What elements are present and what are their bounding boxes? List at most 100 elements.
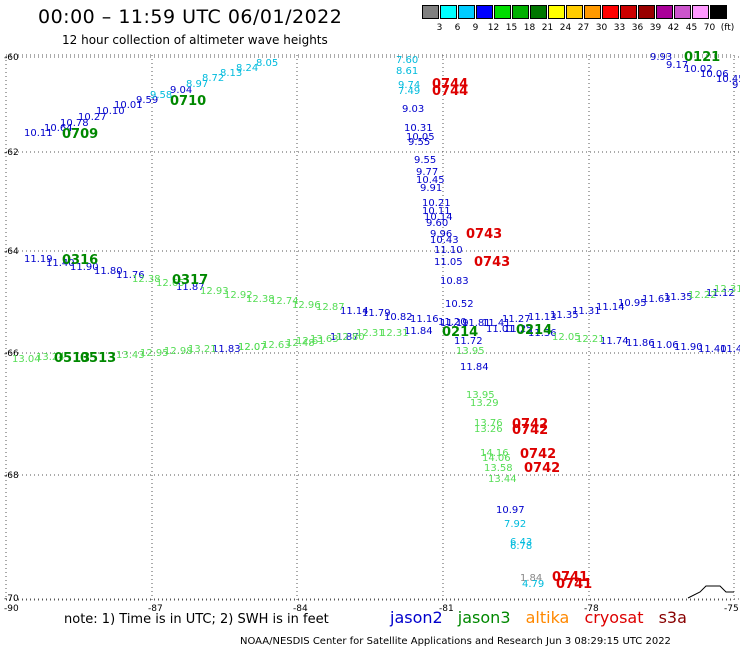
scale-label: 36	[631, 23, 644, 33]
scale-swatch	[458, 5, 475, 19]
footer-note: note: 1) Time is in UTC; 2) SWH is in fe…	[64, 612, 329, 627]
obs-label: 12.07	[238, 342, 267, 353]
obs-label: 12.65	[156, 278, 185, 289]
obs-label: 9	[732, 80, 738, 91]
obs-label: 11.79	[362, 308, 391, 319]
pass-time-label: 0742	[512, 417, 548, 432]
obs-label: 13.63	[310, 334, 339, 345]
obs-label: 11.87	[176, 282, 205, 293]
pass-time-label: 0744	[432, 84, 468, 99]
obs-label: 10.11	[422, 206, 451, 217]
scale-swatch	[512, 5, 529, 19]
obs-label: 13.04	[12, 354, 41, 365]
obs-label: 13.95	[456, 346, 485, 357]
obs-label: 4.79	[522, 579, 544, 590]
track-0744: 7.60 8.61 9.74 7.49 0744 0744	[396, 55, 468, 99]
obs-label: 11.06	[650, 340, 679, 351]
obs-label: 10.45	[416, 175, 445, 186]
obs-label: 12.96	[292, 300, 321, 311]
obs-label: 6.43	[510, 537, 532, 548]
obs-label: 11.19	[440, 318, 469, 329]
obs-label: 13.58	[484, 463, 513, 474]
obs-label: 13.24	[36, 352, 65, 363]
obs-label: 10.64	[44, 123, 73, 134]
scale-swatch	[422, 5, 439, 19]
obs-label: 11.84	[460, 362, 489, 373]
obs-label: 10.27	[78, 112, 107, 123]
obs-label: 6.78	[510, 541, 532, 552]
pass-time-label: 0743	[474, 255, 510, 270]
track-0709: 10.11 10.64 10.78 10.27 10.10 10.01 9.59…	[24, 90, 172, 142]
grid-lines	[6, 55, 740, 600]
lon-label-87: -87	[148, 604, 163, 614]
obs-label: 12.31	[714, 284, 740, 295]
obs-label: 9.59	[136, 95, 158, 106]
page-subtitle: 12 hour collection of altimeter wave hei…	[62, 33, 328, 47]
obs-label: 10.10	[96, 106, 125, 117]
obs-label: 11.19	[24, 254, 53, 265]
obs-label: 9.55	[408, 137, 430, 148]
pass-time-label: 0709	[62, 127, 98, 142]
scale-swatch	[566, 5, 583, 19]
obs-label: 8.97	[186, 79, 208, 90]
pass-time-label: 0742	[520, 447, 556, 462]
satellite-legend: jason2 jason3 altika cryosat s3a	[390, 608, 697, 627]
obs-label: 12.98	[164, 346, 193, 357]
map-frame	[5, 54, 735, 601]
legend-s3a: s3a	[658, 608, 687, 627]
pass-time-label: 0513	[54, 351, 90, 366]
obs-label: 11.05	[434, 257, 463, 268]
lat-label-60: -60	[4, 53, 19, 63]
obs-label: 13.76	[474, 418, 503, 429]
obs-label: 11.87	[330, 332, 359, 343]
obs-label: 11.16	[410, 314, 439, 325]
track-0742: 11.72 13.95 11.84 13.95 13.29 13.76 13.2…	[454, 336, 560, 485]
obs-label: 11.84	[404, 326, 433, 337]
scale-label: 24	[559, 23, 572, 33]
pass-time-label: 0742	[512, 423, 548, 438]
scale-label: 9	[472, 23, 479, 33]
obs-label: 10.78	[60, 118, 89, 129]
obs-label: 12.38	[132, 274, 161, 285]
obs-label: 11.72	[454, 336, 483, 347]
scale-label: 6	[454, 23, 461, 33]
scale-label: 70	[703, 23, 716, 33]
scale-swatch	[620, 5, 637, 19]
legend-cryosat: cryosat	[584, 608, 644, 627]
obs-label: 13.21	[188, 344, 217, 355]
obs-label: 11.63	[642, 294, 671, 305]
obs-label: 9.17	[666, 60, 688, 71]
obs-label: 9.91	[420, 183, 442, 194]
obs-label: 12.21	[576, 334, 605, 345]
obs-label: 9.74	[398, 80, 420, 91]
obs-label: 11.81	[462, 318, 491, 329]
latitude-labels: -60 -62 -64 -66 -68 -70	[4, 53, 19, 604]
pass-time-label: 0121	[684, 50, 720, 65]
obs-label: 12.07	[238, 342, 267, 353]
obs-label: 13.95	[466, 390, 495, 401]
scale-swatch	[692, 5, 709, 19]
obs-label: 12.61	[296, 336, 325, 347]
scale-label: 15	[505, 23, 518, 33]
obs-label: 11.14	[340, 306, 369, 317]
obs-label: 10.31	[404, 123, 433, 134]
obs-label: 10.43	[430, 235, 459, 246]
scale-swatch	[656, 5, 673, 19]
obs-label: 10.06	[700, 69, 729, 80]
longitude-labels: -90 -87 -84 -81 -78 -75	[4, 604, 739, 614]
pass-time-label: 0743	[466, 227, 502, 242]
obs-label: 11.86	[626, 338, 655, 349]
obs-label: 10.02	[684, 64, 713, 75]
lon-label-78: -78	[584, 604, 599, 614]
scale-label: 42	[667, 23, 680, 33]
scale-label: 27	[577, 23, 590, 33]
scale-swatch	[440, 5, 457, 19]
scale-swatch	[602, 5, 619, 19]
scale-swatch	[638, 5, 655, 19]
pass-time-label: 0741	[556, 577, 592, 592]
obs-label: 11.20	[438, 317, 467, 328]
legend-altika: altika	[525, 608, 570, 627]
obs-label: 11.35	[550, 310, 579, 321]
obs-label: 8.24	[236, 63, 258, 74]
